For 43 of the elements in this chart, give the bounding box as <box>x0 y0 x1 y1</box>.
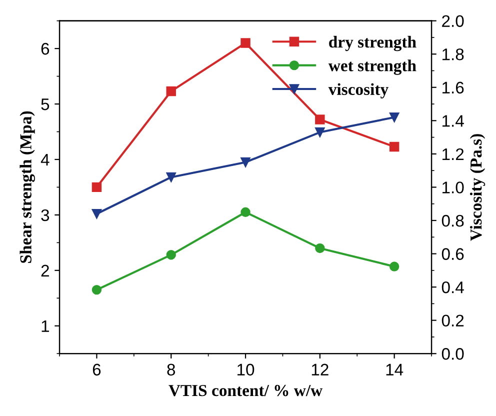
point <box>315 127 325 138</box>
y2-tick-label: 0.0 <box>442 348 464 360</box>
x-tick-label: 8 <box>167 364 176 376</box>
y-tick-label: 5 <box>41 98 50 110</box>
y-tick-label: 2 <box>41 264 49 276</box>
y-tick-label: 6 <box>41 42 50 55</box>
y2-tick-label: 0.8 <box>442 214 464 227</box>
point <box>389 142 400 152</box>
point <box>240 157 250 168</box>
y2-tick-label: 0.6 <box>442 248 464 260</box>
point <box>389 262 400 272</box>
x-tick-label: 10 <box>238 364 254 376</box>
y-tick-label: 3 <box>41 209 50 222</box>
point <box>240 207 250 218</box>
point <box>92 208 102 219</box>
y2-tick-label: 2.0 <box>442 15 464 28</box>
y-tick-label: 1 <box>42 320 49 332</box>
y2-tick-label: 0.4 <box>442 281 464 294</box>
y2-tick-label: 1.8 <box>442 48 464 60</box>
point <box>166 250 176 260</box>
y2-axis-title: Viscosity (Pa.s) <box>470 134 486 241</box>
y2-tick-label: 1.2 <box>442 148 464 160</box>
y-tick-label: 4 <box>40 154 50 166</box>
y2-tick-label: 1.6 <box>442 82 464 94</box>
x-tick-label: 12 <box>312 364 328 376</box>
point <box>240 38 250 48</box>
point <box>315 243 325 254</box>
point <box>389 112 400 122</box>
y2-tick-label: 0.2 <box>442 314 464 327</box>
legend-label: dry strength <box>329 36 416 52</box>
y2-tick-label: 1.4 <box>442 115 464 127</box>
y-axis-title: Shear strength (Mpa) <box>20 111 35 263</box>
point <box>92 284 102 295</box>
x-tick-label: 6 <box>92 364 101 376</box>
point <box>92 182 102 192</box>
x-tick-label: 14 <box>386 364 404 376</box>
y2-tick-label: 1.0 <box>442 182 464 194</box>
x-axis-title: VTIS content/ % w/w <box>168 384 323 396</box>
point <box>315 114 325 124</box>
point <box>166 172 176 182</box>
point <box>166 86 176 96</box>
legend-label: viscosity <box>328 83 388 98</box>
legend-label: wet strength <box>328 60 416 75</box>
